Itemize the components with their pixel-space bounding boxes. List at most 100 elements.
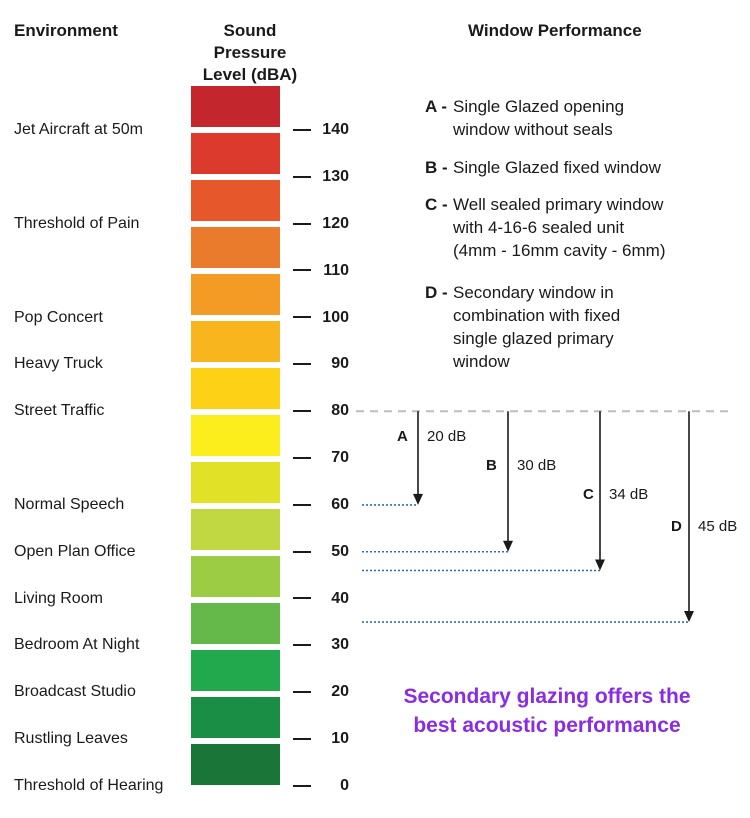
environment-label: Normal Speech [14, 495, 125, 513]
tick-dash [293, 269, 311, 272]
scale-block [191, 86, 280, 127]
reduction-letter: B [486, 457, 497, 474]
legend-item: D - Secondary window in combination with … [425, 281, 620, 373]
scale-tick: 50 [293, 542, 349, 562]
tick-dash [293, 550, 311, 553]
tick-dash [293, 597, 311, 600]
legend-text: Single Glazed opening window without sea… [453, 97, 625, 139]
scale-block [191, 462, 280, 503]
tick-value: 130 [322, 167, 349, 185]
reduction-letter: D [671, 518, 682, 535]
tick-dash [293, 316, 311, 319]
legend-key: B - [425, 158, 448, 177]
reduction-letter: C [583, 486, 594, 503]
environment-label: Living Room [14, 589, 103, 607]
tick-dash [293, 691, 311, 694]
reduction-arrow-head [503, 540, 513, 552]
scale-tick: 140 [293, 120, 349, 140]
environment-label: Bedroom At Night [14, 636, 140, 654]
legend-key: A - [425, 97, 448, 116]
tick-value: 80 [331, 402, 349, 420]
environment-label: Broadcast Studio [14, 683, 136, 701]
tick-dash [293, 363, 311, 366]
tick-value: 100 [322, 308, 349, 326]
scale-block [191, 321, 280, 362]
scale-tick: 70 [293, 448, 349, 468]
scale-tick: 10 [293, 729, 349, 749]
legend-item: A - Single Glazed opening window without … [425, 95, 624, 141]
reduction-letter: A [397, 428, 408, 445]
tick-dash [293, 456, 311, 459]
tick-dash [293, 175, 311, 178]
scale-block [191, 744, 280, 785]
tick-dash [293, 503, 311, 506]
scale-tick: 130 [293, 167, 349, 187]
legend-key: D - [425, 283, 448, 302]
tick-value: 70 [331, 449, 349, 467]
scale-tick: 80 [293, 401, 349, 421]
scale-block [191, 603, 280, 644]
reduction-amount: 20 dB [427, 428, 466, 445]
environment-label: Heavy Truck [14, 355, 103, 373]
scale-tick: 40 [293, 589, 349, 609]
tick-dash [293, 222, 311, 225]
environment-label: Pop Concert [14, 308, 103, 326]
spl-header: Sound Pressure Level (dBA) [202, 21, 298, 84]
tick-value: 60 [331, 495, 349, 513]
scale-tick: 20 [293, 682, 349, 702]
scale-block [191, 650, 280, 691]
conclusion-text: Secondary glazing offers the best acoust… [403, 685, 691, 737]
legend-text: Single Glazed fixed window [453, 158, 661, 177]
scale-block [191, 697, 280, 738]
tick-dash [293, 409, 311, 412]
tick-value: 140 [322, 121, 349, 139]
tick-value: 90 [331, 355, 349, 373]
scale-tick: 0 [293, 776, 349, 796]
tick-value: 110 [323, 261, 349, 279]
environment-label: Rustling Leaves [14, 730, 128, 748]
reduction-arrow-head [684, 611, 694, 623]
tick-value: 0 [340, 777, 349, 794]
tick-dash [293, 644, 311, 647]
reduction-arrow-head [413, 493, 423, 505]
legend-item: C - Well sealed primary window with 4-16-… [425, 193, 666, 262]
scale-block [191, 227, 280, 268]
scale-tick: 120 [293, 214, 349, 234]
environment-label: Open Plan Office [14, 542, 136, 560]
tick-dash [293, 737, 311, 740]
scale-tick: 110 [293, 261, 349, 281]
scale-block [191, 509, 280, 550]
scale-tick: 30 [293, 635, 349, 655]
scale-block [191, 274, 280, 315]
environment-label: Threshold of Pain [14, 214, 140, 232]
tick-dash [293, 128, 311, 131]
scale-block [191, 556, 280, 597]
reduction-amount: 30 dB [517, 457, 556, 474]
scale-block [191, 415, 280, 456]
tick-value: 40 [331, 589, 349, 607]
tick-dash [293, 784, 311, 787]
tick-value: 30 [331, 636, 349, 654]
environment-label: Threshold of Hearing [14, 777, 164, 794]
legend-key: C - [425, 195, 448, 214]
scale-tick: 100 [293, 308, 349, 328]
reduction-amount: 34 dB [609, 486, 648, 503]
scale-block [191, 133, 280, 174]
reduction-amount: 45 dB [698, 518, 737, 535]
tick-value: 50 [331, 542, 349, 560]
legend-item: B - Single Glazed fixed window [425, 156, 661, 179]
environment-label: Street Traffic [14, 402, 105, 420]
tick-value: 10 [331, 730, 349, 748]
tick-value: 120 [322, 214, 349, 232]
scale-tick: 90 [293, 354, 349, 374]
legend-text: Secondary window in combination with fix… [453, 283, 621, 371]
scale-tick: 60 [293, 495, 349, 515]
scale-block [191, 180, 280, 221]
window-performance-header: Window Performance [468, 21, 642, 40]
scale-block [191, 368, 280, 409]
environment-label: Jet Aircraft at 50m [14, 121, 143, 139]
environment-header: Environment [14, 21, 118, 40]
legend-text: Well sealed primary window with 4-16-6 s… [453, 195, 666, 260]
tick-value: 20 [331, 683, 349, 701]
